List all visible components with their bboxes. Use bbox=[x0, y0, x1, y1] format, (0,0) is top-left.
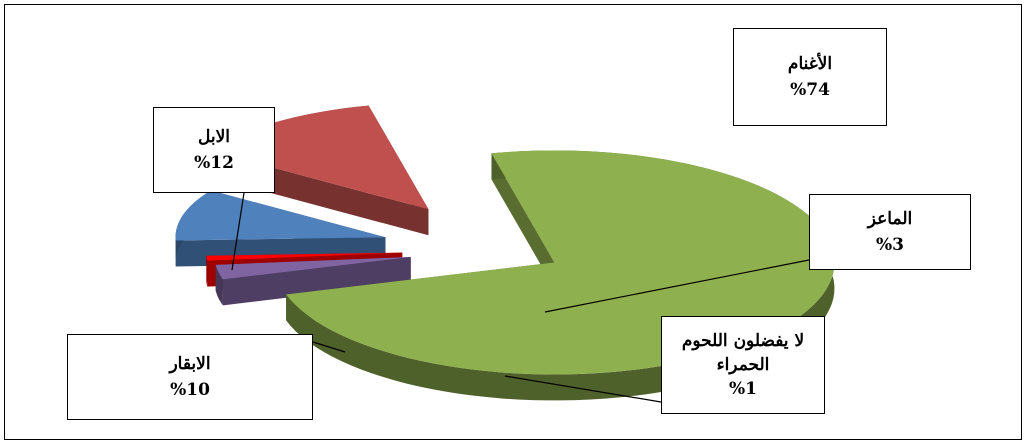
leader-line-camels bbox=[231, 192, 245, 271]
label-none: لا يفضلون اللحوم الحمراء %1 bbox=[661, 316, 825, 414]
label-camels-name: الابل bbox=[197, 127, 231, 147]
pie-slice-none-side bbox=[206, 255, 208, 287]
pie-slice-goats-side bbox=[215, 264, 223, 306]
pie-slice-goats-top bbox=[215, 256, 411, 280]
leader-line-goats bbox=[544, 259, 810, 313]
leader-line-cattle bbox=[312, 341, 346, 353]
pie-slice-goats bbox=[215, 256, 411, 306]
label-sheep: الأغنام %74 bbox=[733, 28, 887, 126]
label-sheep-value: %74 bbox=[790, 80, 830, 100]
label-cattle-value: %10 bbox=[170, 380, 210, 400]
label-cattle: الابقار %10 bbox=[67, 334, 313, 420]
label-goats-value: %3 bbox=[876, 235, 904, 255]
label-sheep-name: الأغنام bbox=[787, 54, 833, 74]
label-camels: الابل %12 bbox=[153, 107, 275, 193]
leader-line-none bbox=[504, 375, 662, 403]
pie-slice-none-top bbox=[206, 252, 403, 261]
label-cattle-name: الابقار bbox=[169, 354, 211, 374]
pie-slice-sheep-wall-start bbox=[491, 153, 555, 289]
label-none-value: %1 bbox=[729, 379, 757, 399]
pie-slice-cattle-top bbox=[175, 190, 386, 241]
label-camels-value: %12 bbox=[194, 153, 234, 173]
label-goats: الماعز %3 bbox=[809, 194, 971, 270]
label-goats-name: الماعز bbox=[867, 209, 913, 229]
leader-lines bbox=[231, 192, 810, 403]
label-none-name-line2: الحمراء bbox=[716, 355, 770, 375]
label-none-name-line1: لا يفضلون اللحوم bbox=[681, 331, 805, 351]
